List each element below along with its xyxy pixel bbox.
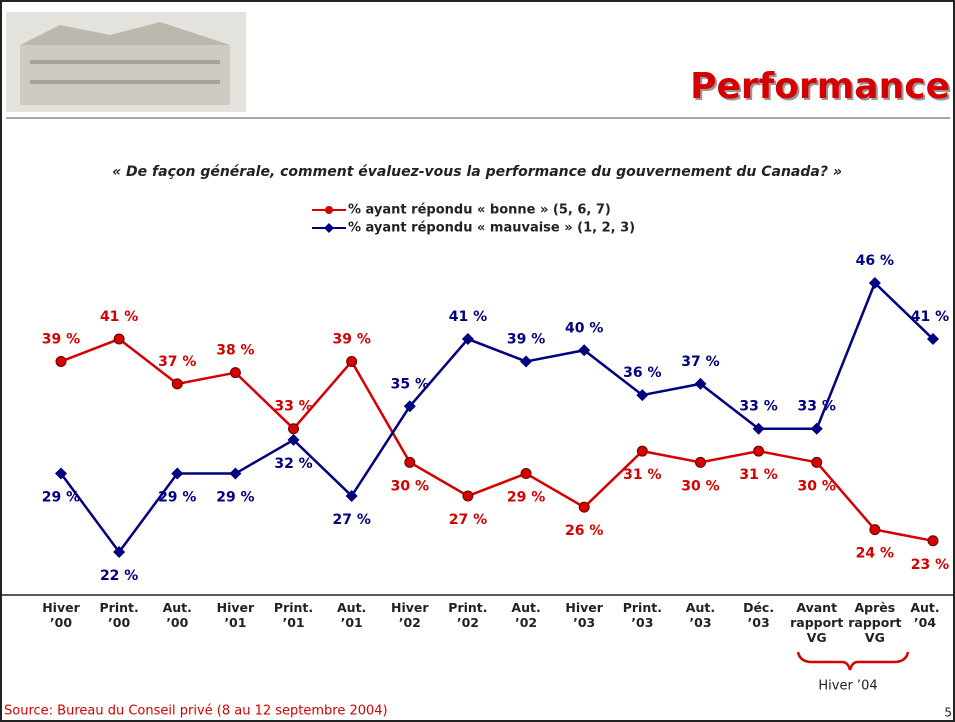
data-label: 33 %: [798, 399, 836, 415]
data-label: 30 %: [391, 478, 429, 494]
legend-marker: [324, 223, 334, 233]
x-tick-label: Hiver ’03: [565, 600, 603, 630]
point: [520, 355, 533, 368]
point: [55, 355, 67, 367]
x-tick-label: Aut. ’03: [685, 600, 716, 630]
point: [404, 456, 416, 468]
point: [868, 277, 881, 289]
point: [346, 355, 358, 367]
x-tick-label: Aut. ’02: [511, 600, 541, 630]
data-label: 29 %: [216, 490, 254, 506]
point: [113, 333, 125, 345]
point: [636, 445, 648, 457]
data-label: 30 %: [798, 478, 836, 494]
point: [403, 400, 416, 413]
point: [927, 333, 939, 346]
x-tick-label: Print. ’01: [273, 600, 314, 630]
data-label: 39 %: [42, 331, 80, 347]
data-label: 41 %: [100, 309, 138, 325]
group-brace: [796, 651, 910, 671]
x-tick-label: Hiver ’01: [216, 600, 255, 630]
data-label: 24 %: [856, 546, 894, 562]
point: [520, 468, 532, 480]
data-label: 40 %: [565, 320, 603, 336]
point: [869, 524, 881, 536]
data-label: 39 %: [507, 331, 545, 347]
source: Source: Bureau du Conseil privé (8 au 12…: [4, 704, 388, 719]
x-tick-label: Print. ’02: [448, 600, 488, 630]
data-label: 27 %: [332, 512, 370, 528]
series-line: [59, 280, 934, 555]
series-line: [60, 337, 934, 543]
point: [753, 445, 765, 457]
point: [810, 422, 823, 435]
point: [229, 467, 242, 480]
data-label: 37 %: [681, 354, 719, 370]
x-tick-label: Aut. ’00: [162, 600, 192, 630]
data-label: 29 %: [507, 490, 545, 506]
point: [694, 377, 707, 390]
point: [461, 333, 474, 346]
x-tick-label: Print. ’00: [99, 600, 139, 630]
data-label: 36 %: [623, 365, 661, 381]
data-label: 27 %: [449, 512, 487, 528]
x-tick-label: Déc. ’03: [743, 600, 775, 630]
group-label: Hiver ’04: [818, 679, 877, 694]
point: [694, 456, 706, 468]
legend-label: % ayant répondu « mauvaise » (1, 2, 3): [348, 221, 635, 236]
data-label: 31 %: [739, 467, 777, 483]
x-tick-label: Hiver ’02: [391, 600, 429, 630]
data-label: 33 %: [274, 399, 312, 415]
legend-marker: [325, 206, 333, 214]
point: [927, 535, 939, 547]
point: [345, 489, 358, 502]
x-tick-label: Print. ’03: [622, 600, 662, 630]
x-tick-label: Aut. ’04: [910, 600, 940, 630]
point: [811, 456, 823, 468]
x-tick-label: Avant rapport VG: [790, 600, 844, 645]
point: [287, 433, 300, 446]
header-image: [6, 12, 246, 112]
title-shadow: Performance: [692, 68, 952, 109]
point: [171, 378, 183, 390]
data-label: 30 %: [681, 478, 719, 494]
data-label: 46 %: [856, 253, 894, 269]
x-tick-label: Hiver ’00: [42, 600, 80, 630]
point: [462, 490, 474, 502]
point: [229, 367, 241, 379]
point: [752, 422, 765, 435]
point: [288, 423, 300, 435]
data-label: 33 %: [739, 399, 777, 415]
legend-label: % ayant répondu « bonne » (5, 6, 7): [348, 203, 611, 218]
data-label: 32 %: [274, 456, 312, 472]
data-label: 26 %: [565, 523, 603, 539]
data-label: 31 %: [623, 467, 661, 483]
data-label: 22 %: [100, 568, 138, 584]
data-label: 38 %: [216, 343, 254, 359]
x-tick-label: Aut. ’01: [337, 600, 367, 630]
point: [578, 344, 591, 357]
point: [636, 389, 649, 402]
point: [113, 546, 126, 558]
chart-title: Performance: [690, 66, 950, 107]
point: [578, 501, 590, 513]
data-label: 41 %: [449, 309, 487, 325]
data-label: 41 %: [911, 309, 949, 325]
x-tick-label: Après rapport VG: [848, 600, 902, 645]
data-label: 35 %: [391, 376, 429, 392]
point: [171, 467, 184, 480]
data-label: 37 %: [158, 354, 196, 370]
data-label: 23 %: [911, 557, 949, 573]
data-label: 39 %: [332, 331, 370, 347]
page-number: 5: [944, 706, 952, 720]
data-label: 29 %: [42, 490, 80, 506]
point: [55, 467, 67, 480]
subtitle: « De façon générale, comment évaluez-vou…: [112, 164, 842, 180]
data-label: 29 %: [158, 490, 196, 506]
